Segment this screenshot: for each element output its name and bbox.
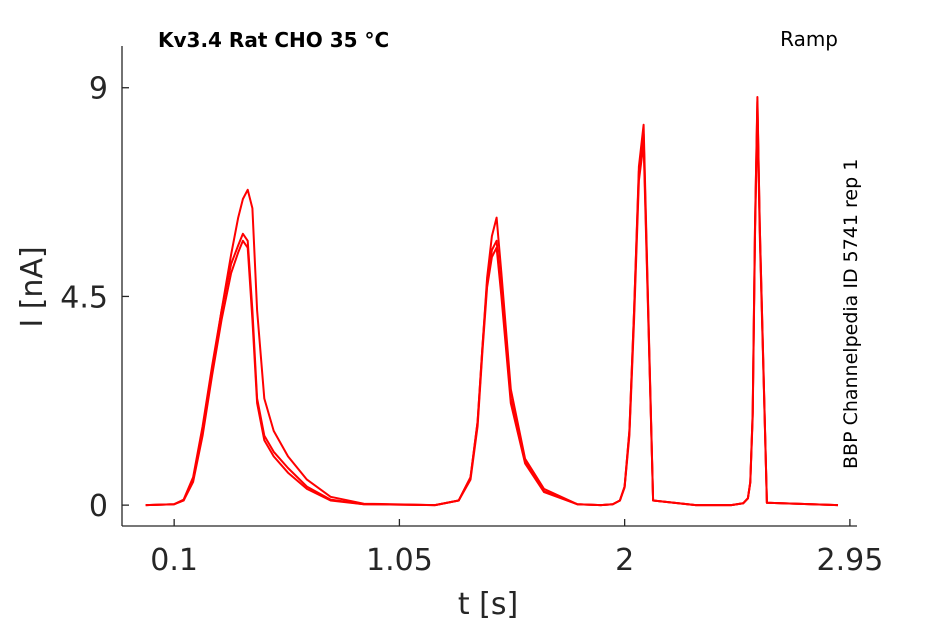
current-trace-1	[145, 96, 839, 507]
x-tick-label: 1.05	[366, 543, 433, 578]
current-trace-2	[145, 100, 839, 507]
x-axis-label: t [s]	[458, 587, 518, 622]
x-tick-label: 2.95	[816, 543, 883, 578]
protocol-label: Ramp	[780, 27, 838, 51]
axes	[121, 46, 857, 527]
x-ticks: 0.1 1.05 2 2.95	[150, 519, 883, 578]
y-tick-label: 0	[89, 489, 108, 524]
channelpedia-id-label: BBP Channelpedia ID 5741 rep 1	[840, 159, 862, 469]
chart-title: Kv3.4 Rat CHO 35 °C	[158, 28, 389, 52]
y-ticks: 04.59	[60, 72, 129, 524]
y-axis-label: I [nA]	[15, 246, 50, 327]
x-tick-label: 2	[615, 543, 634, 578]
current-trace-3	[145, 109, 839, 507]
current-traces	[145, 96, 839, 507]
x-tick-label: 0.1	[150, 543, 198, 578]
y-tick-label: 4.5	[60, 280, 108, 315]
y-tick-label: 9	[89, 72, 108, 107]
